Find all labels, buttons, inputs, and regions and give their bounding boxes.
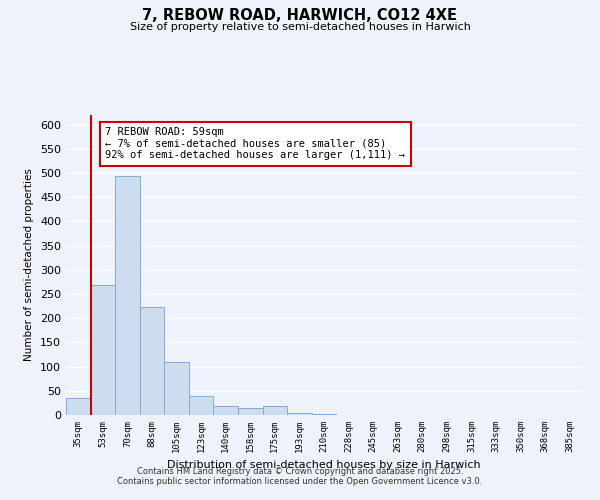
Text: 7 REBOW ROAD: 59sqm
← 7% of semi-detached houses are smaller (85)
92% of semi-de: 7 REBOW ROAD: 59sqm ← 7% of semi-detache… bbox=[106, 127, 406, 160]
Bar bbox=[238, 408, 263, 415]
Bar bbox=[115, 176, 140, 415]
X-axis label: Distribution of semi-detached houses by size in Harwich: Distribution of semi-detached houses by … bbox=[167, 460, 481, 470]
Y-axis label: Number of semi-detached properties: Number of semi-detached properties bbox=[25, 168, 34, 362]
Bar bbox=[189, 396, 214, 415]
Bar bbox=[263, 406, 287, 415]
Text: 7, REBOW ROAD, HARWICH, CO12 4XE: 7, REBOW ROAD, HARWICH, CO12 4XE bbox=[143, 8, 458, 22]
Text: Contains public sector information licensed under the Open Government Licence v3: Contains public sector information licen… bbox=[118, 478, 482, 486]
Bar bbox=[287, 412, 312, 415]
Bar bbox=[66, 398, 91, 415]
Bar bbox=[214, 406, 238, 415]
Bar bbox=[140, 306, 164, 415]
Bar bbox=[91, 286, 115, 415]
Text: Contains HM Land Registry data © Crown copyright and database right 2025.: Contains HM Land Registry data © Crown c… bbox=[137, 468, 463, 476]
Bar bbox=[164, 362, 189, 415]
Text: Size of property relative to semi-detached houses in Harwich: Size of property relative to semi-detach… bbox=[130, 22, 470, 32]
Bar bbox=[312, 414, 336, 415]
